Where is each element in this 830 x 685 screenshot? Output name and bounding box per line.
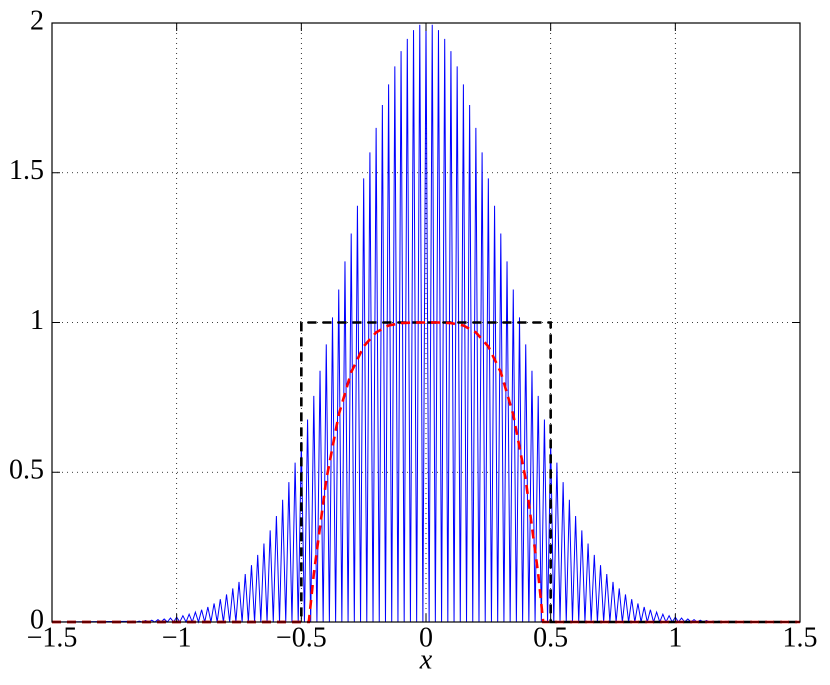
x-axis-label: x	[419, 644, 433, 675]
y-tick-label: 1	[30, 305, 44, 336]
ticks: −1.5 −1 −0.5 0 0.5 1 1.5 0 0.5 1 1.5 2	[9, 5, 818, 653]
y-tick-label: 1.5	[9, 155, 44, 186]
x-tick-label: 1.5	[783, 622, 818, 653]
x-tick-label: 0.5	[533, 622, 568, 653]
x-tick-label: 1	[668, 622, 682, 653]
y-tick-label: 0.5	[9, 455, 44, 486]
x-tick-label: −1.5	[27, 622, 78, 653]
y-tick-label: 0	[30, 604, 44, 635]
x-tick-label: 0	[419, 622, 433, 653]
x-tick-label: −1	[162, 622, 192, 653]
plot-area	[52, 23, 800, 622]
y-tick-label: 2	[30, 5, 44, 36]
x-tick-label: −0.5	[276, 622, 327, 653]
